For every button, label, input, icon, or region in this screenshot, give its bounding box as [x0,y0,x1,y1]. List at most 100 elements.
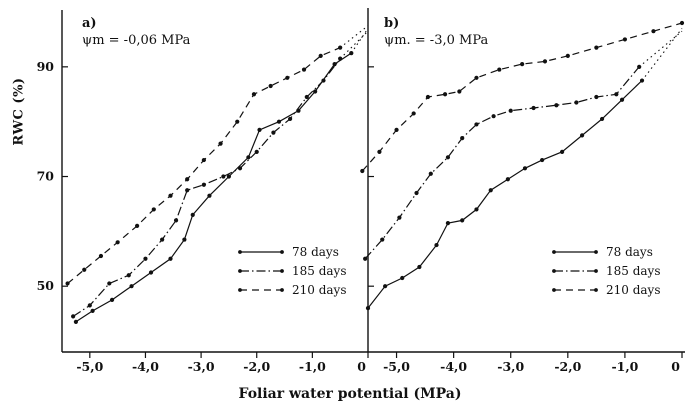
x-tick-label: -4,0 [440,359,467,374]
legend-label: 210 days [292,283,347,297]
legend-marker [594,269,598,273]
x-axis-label: Foliar water potential (MPa) [238,386,462,402]
legend-label: 185 days [606,264,661,278]
data-point-marker [90,308,95,313]
data-point-marker [425,94,431,100]
legend-panel-b: 78 days 185 days 210 days [552,245,661,297]
panel-a: 50 70 90 -5,0 -4,0 -3,0 -2,0 -1,0 0 78 days 185 da… [37,25,369,374]
legend-marker [594,250,598,254]
y-tick-label: 50 [37,278,55,293]
data-point-marker [639,78,645,83]
x-tick-label: -3,0 [188,359,215,374]
series-line [364,66,640,260]
data-point-marker [109,297,115,303]
data-point-marker [445,221,451,226]
data-point-marker [318,53,323,58]
data-point-marker [218,141,223,146]
legend-label: 210 days [606,283,661,297]
y-tick-label: 70 [37,169,55,184]
data-point-marker [182,237,187,242]
legend-marker [238,269,242,273]
data-point-marker [207,193,212,198]
data-point-marker [168,256,173,261]
data-point-marker [201,182,206,187]
data-point-marker [98,253,104,259]
extrapolation-dotted-line [641,28,683,81]
data-point-marker [226,174,232,179]
data-point-marker [268,83,273,89]
data-point-marker [135,223,140,228]
data-point-marker [377,149,382,154]
data-point-marker [554,103,559,108]
data-point-marker [434,242,439,248]
series-185-days [363,30,683,261]
data-point-marker [288,116,293,122]
data-point-marker [679,20,685,26]
x-tick-label: -5,0 [76,359,103,374]
series-line [361,22,683,172]
data-point-marker [505,177,510,182]
data-point-marker [417,264,422,270]
series-210-days [360,20,685,174]
series-210-days [65,25,369,286]
data-point-marker [254,149,259,154]
data-point-marker [414,190,419,196]
data-point-marker [276,119,282,124]
data-point-marker [565,53,570,58]
x-tick-label: 0 [357,359,366,374]
legend-marker [280,288,284,292]
data-point-marker [235,119,240,124]
data-point-marker [338,56,343,61]
data-point-marker [574,100,579,105]
data-point-marker [107,281,112,286]
data-point-marker [522,166,528,171]
data-point-marker [460,218,465,223]
data-point-marker [185,177,190,182]
data-point-marker [397,215,402,220]
x-tick-label: -3,0 [497,359,524,374]
data-point-marker [360,168,365,174]
data-point-marker [380,237,385,242]
x-tick-label: -1,0 [611,359,638,374]
x-tick-label: 0 [671,359,680,374]
data-point-marker [508,108,513,113]
legend-marker [594,288,598,292]
data-point-marker [173,218,179,223]
data-point-marker [531,105,536,111]
data-point-marker [474,122,479,127]
data-point-marker [460,136,465,141]
data-point-marker [488,188,493,193]
legend-marker [552,269,556,273]
data-point-marker [651,29,656,34]
data-point-marker [599,116,605,122]
data-point-marker [560,149,565,154]
panel-b-annotation: ψm. = -3,0 MPa [384,33,489,48]
extrapolation-dotted-line [339,30,369,60]
x-tick-label: -4,0 [132,359,159,374]
data-point-marker [321,78,326,83]
data-point-marker [400,275,405,281]
data-point-marker [579,133,585,138]
data-point-marker [115,240,120,245]
data-point-marker [73,319,79,324]
legend-marker [280,269,284,273]
legend-marker [552,250,556,254]
data-point-marker [622,37,628,42]
extrapolation-dotted-line [339,25,369,49]
data-point-marker [246,155,251,160]
data-point-marker [313,89,318,94]
data-point-marker [251,92,257,97]
data-point-marker [520,61,525,67]
data-point-marker [129,284,134,289]
x-tick-label: -1,0 [299,359,326,374]
data-point-marker [491,114,496,119]
legend-label: 78 days [292,245,339,259]
series-78-days [73,28,369,324]
legend-panel-a: 78 days 185 days 210 days [238,245,347,297]
data-point-marker [143,256,148,261]
data-point-marker [442,92,448,97]
data-point-marker [497,67,502,72]
data-point-marker [87,303,92,308]
